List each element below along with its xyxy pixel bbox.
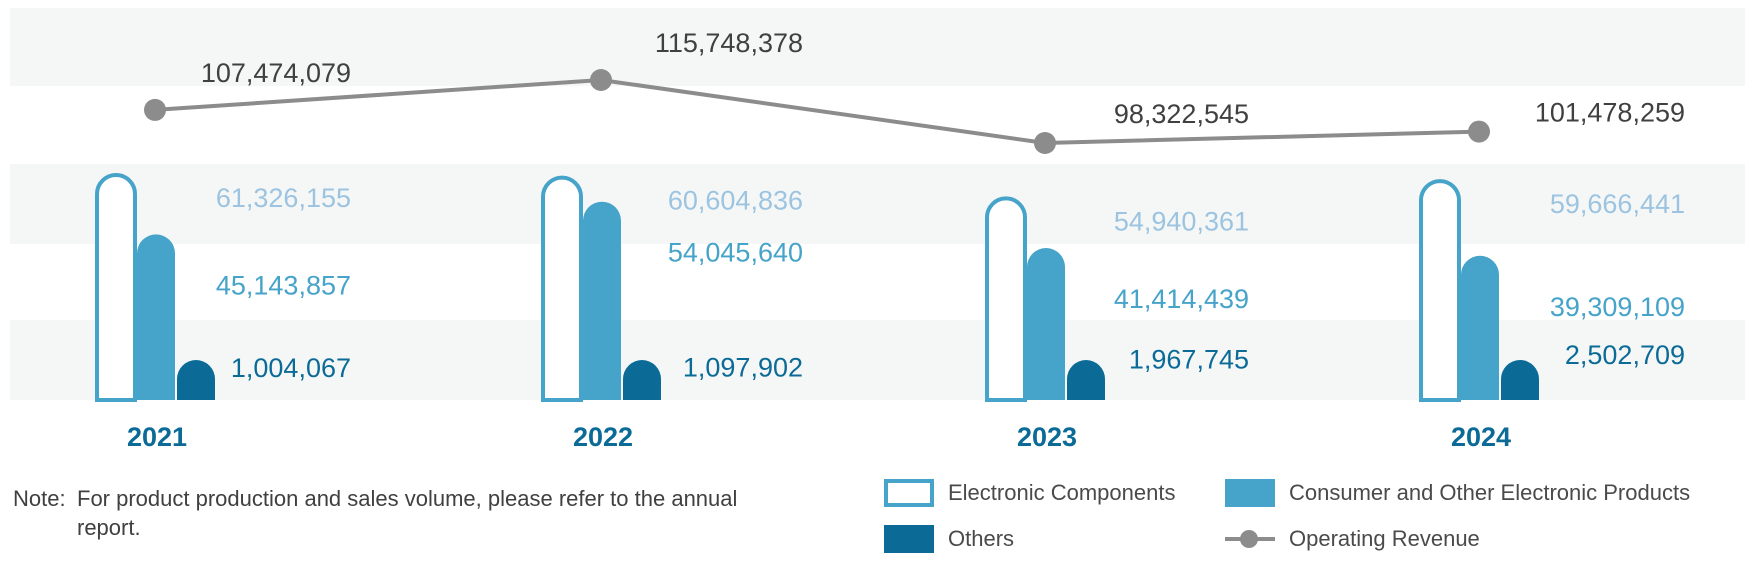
bar-electronic-components	[95, 173, 137, 402]
revenue-line	[144, 69, 1490, 154]
label-consumer-products: 39,309,109	[1550, 292, 1685, 322]
label-consumer-products: 54,045,640	[668, 238, 803, 268]
revenue-line-path	[154, 77, 1480, 146]
bar-electronic-components	[1419, 179, 1461, 402]
bar-others	[623, 360, 661, 400]
category-label: 2024	[1451, 422, 1511, 452]
label-operating-revenue: 101,478,259	[1535, 98, 1685, 128]
label-consumer-products: 45,143,857	[216, 270, 351, 300]
legend-item-electronic-components: Electronic Components	[884, 476, 1175, 510]
background-band	[10, 8, 1745, 86]
revenue-point	[590, 69, 612, 91]
bar-others	[177, 360, 215, 400]
legend-item-others: Others	[884, 522, 1014, 556]
label-others: 2,502,709	[1565, 340, 1685, 370]
bar-electronic-components	[541, 175, 583, 402]
legend: Electronic Components Consumer and Other…	[880, 474, 1740, 564]
label-operating-revenue: 98,322,545	[1114, 99, 1249, 129]
bar-others	[1067, 360, 1105, 400]
label-others: 1,097,902	[683, 352, 803, 382]
category-labels: 2021 2022 2023 2024	[127, 422, 1511, 452]
label-electronic-components: 59,666,441	[1550, 189, 1685, 219]
data-labels: 61,326,155 45,143,857 1,004,067 60,604,836 5…	[201, 28, 1685, 383]
legend-line-marker-icon	[1225, 525, 1275, 553]
label-electronic-components: 60,604,836	[668, 186, 803, 216]
bar-others	[1501, 360, 1539, 400]
label-operating-revenue: 107,474,079	[201, 58, 351, 88]
legend-swatch-outline	[884, 479, 934, 507]
footnote-text: For product production and sales volume,…	[77, 486, 738, 540]
category-label: 2022	[573, 422, 633, 452]
bar-electronic-components	[985, 196, 1027, 402]
revenue-point	[1034, 132, 1056, 154]
revenue-point	[1468, 120, 1490, 143]
legend-item-operating-revenue: Operating Revenue	[1225, 522, 1480, 556]
bar-group	[95, 173, 1539, 402]
bar-consumer-products	[583, 201, 621, 400]
footnote: Note: For product production and sales v…	[13, 484, 753, 542]
label-others: 1,967,745	[1129, 345, 1249, 375]
legend-label: Others	[948, 526, 1015, 551]
label-others: 1,004,067	[231, 353, 351, 383]
label-operating-revenue: 115,748,378	[655, 28, 803, 58]
chart-area: 61,326,155 45,143,857 1,004,067 60,604,836 5…	[10, 8, 1745, 452]
bar-consumer-products	[1027, 248, 1065, 400]
label-consumer-products: 41,414,439	[1114, 284, 1249, 314]
revenue-point	[144, 98, 166, 121]
bar-consumer-products	[137, 234, 175, 400]
bar-consumer-products	[1461, 255, 1499, 400]
label-electronic-components: 61,326,155	[216, 183, 351, 213]
category-label: 2023	[1017, 422, 1077, 452]
legend-label: Electronic Components	[948, 480, 1176, 505]
footnote-prefix: Note:	[13, 486, 66, 511]
legend-label: Consumer and Other Electronic Products	[1289, 480, 1691, 505]
label-electronic-components: 54,940,361	[1114, 206, 1249, 236]
legend-swatch-mid	[1225, 479, 1275, 507]
legend-label: Operating Revenue	[1289, 526, 1480, 551]
legend-swatch-dark	[884, 525, 934, 553]
legend-item-consumer-products: Consumer and Other Electronic Products	[1225, 476, 1690, 510]
category-label: 2021	[127, 422, 187, 452]
